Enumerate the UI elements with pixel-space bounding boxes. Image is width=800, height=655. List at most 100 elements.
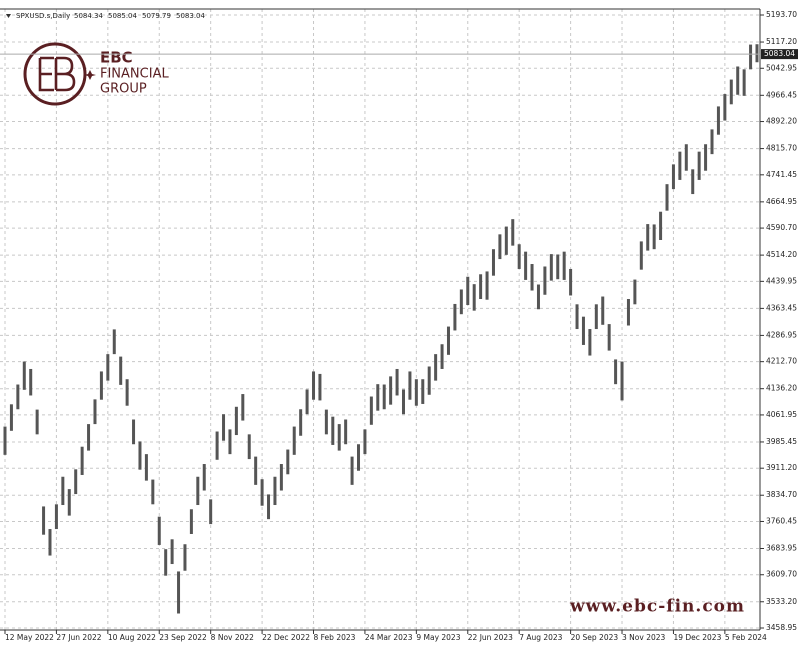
price-bar	[138, 441, 142, 470]
price-bar	[376, 384, 380, 411]
logo-ring	[23, 42, 87, 106]
x-tick-label: 20 Sep 2023	[571, 633, 619, 642]
y-tick-label: 5117.20	[766, 37, 797, 46]
price-bar	[581, 316, 585, 345]
price-bar	[691, 169, 695, 195]
price-bar	[652, 224, 656, 250]
price-bar	[318, 373, 322, 401]
price-bar	[511, 219, 515, 246]
price-bar	[80, 446, 84, 475]
price-bar	[697, 151, 701, 180]
price-bar	[569, 268, 573, 296]
price-bar	[215, 431, 219, 460]
y-tick-label: 5193.70	[766, 10, 797, 19]
price-bar	[646, 224, 650, 251]
y-tick-label: 4514.20	[766, 250, 797, 259]
x-tick-label: 10 Aug 2022	[108, 633, 156, 642]
header-value: 5083.04	[176, 12, 205, 20]
price-bar	[54, 504, 58, 530]
y-tick-label: 5042.95	[766, 63, 797, 72]
price-bar	[742, 69, 746, 96]
price-bar	[639, 241, 643, 270]
price-bar	[196, 476, 200, 506]
price-bar	[189, 509, 193, 534]
price-bar	[29, 368, 33, 396]
price-bar	[241, 394, 245, 421]
price-bar	[369, 396, 373, 425]
logo-line: FINANCIAL	[100, 67, 169, 82]
y-tick-label: 3609.70	[766, 570, 797, 579]
price-bar	[453, 303, 457, 331]
price-bar	[710, 129, 714, 155]
price-bar	[67, 489, 71, 516]
price-bar	[87, 424, 91, 451]
price-bar	[485, 271, 489, 300]
price-bar	[401, 389, 405, 415]
price-bar	[254, 456, 258, 485]
price-bar	[222, 414, 226, 441]
y-tick-label: 4741.45	[766, 170, 797, 179]
y-tick-label: 4966.45	[766, 90, 797, 99]
price-bar	[305, 389, 309, 415]
price-bar	[157, 516, 161, 545]
price-bar	[678, 151, 682, 180]
price-bar	[279, 464, 283, 491]
x-tick-label: 24 Mar 2023	[365, 633, 413, 642]
header-value: 5085.04	[108, 12, 137, 20]
price-bar	[614, 359, 618, 385]
y-tick-label: 3760.45	[766, 516, 797, 525]
last-price-label: 5083.04	[764, 49, 795, 58]
price-bar	[427, 366, 431, 395]
price-bar	[704, 144, 708, 171]
x-tick-label: 9 May 2023	[416, 633, 460, 642]
logo: EBC FINANCIAL GROUP	[23, 42, 169, 106]
price-bar	[344, 419, 348, 445]
price-bar	[331, 416, 335, 445]
price-bar	[292, 426, 296, 455]
price-bar	[35, 409, 39, 435]
price-bar	[491, 249, 495, 276]
price-bar	[459, 289, 463, 315]
price-bar	[9, 404, 13, 431]
logo-star	[84, 70, 96, 80]
price-bar	[395, 368, 399, 396]
y-tick-label: 4212.70	[766, 357, 797, 366]
y-tick-label: 4286.95	[766, 330, 797, 339]
price-bar	[723, 94, 727, 121]
y-tick-label: 4136.20	[766, 384, 797, 393]
logo-line: GROUP	[100, 82, 147, 97]
x-tick-label: 8 Nov 2022	[211, 633, 254, 642]
price-bar	[530, 264, 534, 291]
price-bar	[659, 211, 663, 240]
price-bar	[562, 251, 566, 280]
price-bar	[588, 329, 592, 356]
price-bar	[99, 371, 103, 400]
y-tick-label: 4815.70	[766, 144, 797, 153]
price-bar	[144, 454, 148, 481]
price-bar	[74, 469, 78, 495]
price-bar	[312, 371, 316, 400]
x-tick-label: 3 Nov 2023	[622, 633, 665, 642]
price-bar	[440, 344, 444, 369]
price-bar	[16, 384, 20, 410]
y-tick-label: 4439.95	[766, 276, 797, 285]
price-bar	[299, 409, 303, 436]
price-bar	[247, 434, 251, 460]
y-tick-label: 3911.20	[766, 463, 797, 472]
price-bar	[524, 251, 528, 280]
price-bar	[357, 444, 361, 471]
price-bar	[22, 361, 26, 390]
x-tick-label: 23 Sep 2022	[159, 633, 207, 642]
price-bar	[93, 399, 97, 425]
price-bar	[671, 164, 675, 190]
price-bar	[228, 429, 232, 455]
price-bar	[389, 376, 393, 405]
price-bar	[684, 144, 688, 171]
price-bar	[164, 549, 168, 576]
y-tick-label: 4664.95	[766, 197, 797, 206]
y-tick-label: 3458.95	[766, 623, 797, 632]
grid	[0, 9, 760, 630]
y-tick-label: 3985.45	[766, 437, 797, 446]
y-tick-label: 4892.20	[766, 117, 797, 126]
